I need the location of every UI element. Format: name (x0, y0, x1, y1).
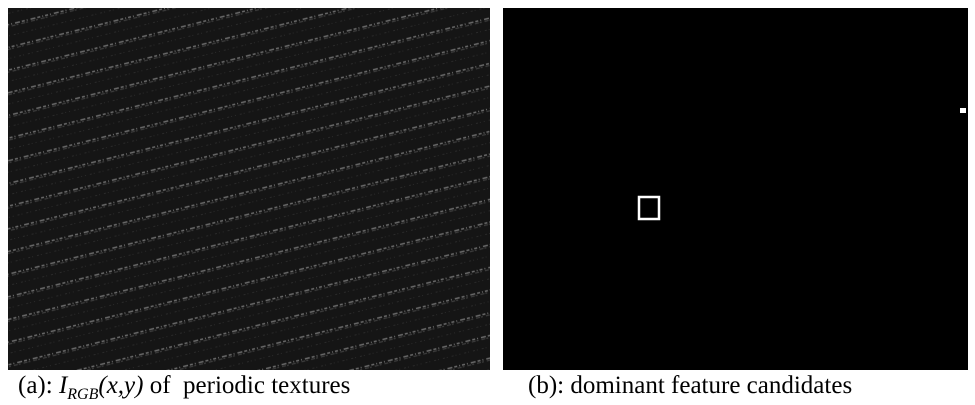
caption-prefix: (a): (18, 372, 59, 399)
caption-args: (x,y) (98, 372, 143, 399)
figure-images (0, 0, 975, 372)
page: (a): IRGB(x,y) of periodic textures (b):… (0, 0, 975, 405)
caption-a: (a): IRGB(x,y) of periodic textures (18, 372, 350, 404)
texture-image (8, 8, 490, 370)
candidate-dot (960, 108, 966, 113)
caption-suffix: of periodic textures (143, 372, 350, 399)
candidates-image (503, 8, 968, 370)
caption-b: (b): dominant feature candidates (528, 372, 852, 400)
caption-subscript: RGB (67, 386, 98, 403)
